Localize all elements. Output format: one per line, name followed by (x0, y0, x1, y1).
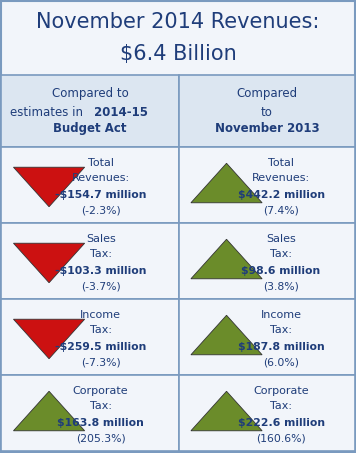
Text: Budget Act: Budget Act (53, 122, 127, 135)
Text: Sales: Sales (86, 234, 116, 244)
Text: Corporate: Corporate (253, 386, 309, 395)
FancyBboxPatch shape (1, 375, 179, 451)
FancyBboxPatch shape (179, 375, 355, 451)
Text: November 2014 Revenues:: November 2014 Revenues: (36, 13, 320, 33)
Text: Corporate: Corporate (73, 386, 129, 395)
Polygon shape (191, 163, 262, 203)
Text: (-3.7%): (-3.7%) (81, 281, 121, 292)
Text: Tax:: Tax: (90, 400, 112, 410)
FancyBboxPatch shape (1, 1, 355, 76)
FancyBboxPatch shape (179, 75, 355, 147)
Text: Sales: Sales (266, 234, 296, 244)
Text: (6.0%): (6.0%) (263, 357, 299, 367)
FancyBboxPatch shape (179, 147, 355, 223)
Text: Total: Total (88, 158, 114, 168)
Text: Revenues:: Revenues: (72, 173, 130, 183)
Text: $6.4 Billion: $6.4 Billion (120, 44, 236, 64)
FancyBboxPatch shape (1, 147, 179, 223)
Text: to: to (261, 106, 273, 120)
Text: (3.8%): (3.8%) (263, 281, 299, 292)
Text: $187.8 million: $187.8 million (238, 342, 324, 352)
Text: -$103.3 million: -$103.3 million (55, 265, 146, 275)
Text: $222.6 million: $222.6 million (237, 418, 325, 428)
Text: November 2013: November 2013 (215, 122, 319, 135)
Polygon shape (191, 391, 262, 431)
Text: $442.2 million: $442.2 million (237, 189, 325, 200)
Text: $98.6 million: $98.6 million (241, 265, 321, 275)
Text: (7.4%): (7.4%) (263, 206, 299, 216)
Text: -$154.7 million: -$154.7 million (55, 189, 146, 200)
Text: Tax:: Tax: (90, 249, 112, 259)
FancyBboxPatch shape (1, 223, 179, 299)
Text: Compared: Compared (236, 87, 298, 100)
Text: (160.6%): (160.6%) (256, 434, 306, 443)
Text: Tax:: Tax: (270, 249, 292, 259)
Text: Tax:: Tax: (90, 324, 112, 335)
Text: Tax:: Tax: (270, 400, 292, 410)
FancyBboxPatch shape (1, 75, 179, 147)
Text: (-2.3%): (-2.3%) (81, 206, 121, 216)
Text: estimates in: estimates in (10, 106, 90, 120)
Text: Tax:: Tax: (270, 324, 292, 335)
Polygon shape (14, 167, 85, 207)
Polygon shape (14, 391, 85, 431)
FancyBboxPatch shape (1, 299, 179, 375)
Text: Income: Income (261, 310, 302, 320)
FancyBboxPatch shape (179, 223, 355, 299)
Text: (205.3%): (205.3%) (76, 434, 126, 443)
Text: (-7.3%): (-7.3%) (81, 357, 121, 367)
Text: $163.8 million: $163.8 million (57, 418, 144, 428)
Text: -$259.5 million: -$259.5 million (55, 342, 146, 352)
Polygon shape (191, 239, 262, 279)
Text: Compared to: Compared to (52, 87, 129, 100)
Polygon shape (14, 319, 85, 359)
Text: Revenues:: Revenues: (252, 173, 310, 183)
Text: 2014-15: 2014-15 (90, 106, 148, 120)
Text: Income: Income (80, 310, 121, 320)
Polygon shape (14, 243, 85, 283)
Text: Total: Total (268, 158, 294, 168)
Polygon shape (191, 315, 262, 355)
FancyBboxPatch shape (179, 299, 355, 375)
